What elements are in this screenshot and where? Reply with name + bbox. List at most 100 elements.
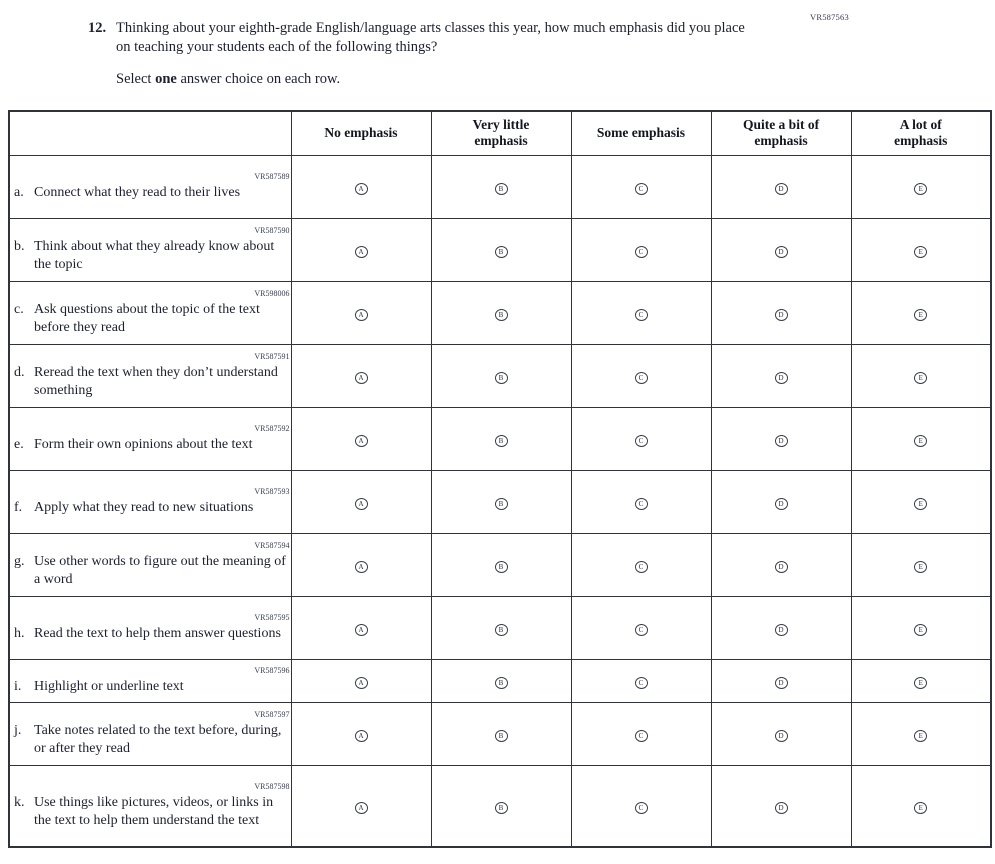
option-bubble-C[interactable]: C	[634, 435, 648, 447]
option-bubble-A[interactable]: A	[354, 624, 368, 636]
option-bubble-A[interactable]: A	[354, 309, 368, 321]
option-cell: B	[430, 658, 572, 703]
option-bubble-B[interactable]: B	[494, 624, 508, 636]
option-bubble-A[interactable]: A	[354, 802, 368, 815]
table-row: VR587597 j. Take notes related to the te…	[8, 701, 992, 766]
option-bubble-B[interactable]: B	[494, 561, 508, 573]
option-bubble-E[interactable]: E	[914, 624, 928, 636]
option-bubble-D[interactable]: D	[774, 372, 788, 384]
option-cell: B	[430, 764, 572, 848]
row-variable-code: VR587589	[254, 171, 290, 181]
option-cell: B	[430, 280, 572, 345]
option-cell: D	[710, 658, 852, 703]
option-bubble-D[interactable]: D	[774, 183, 788, 195]
row-item: g. Use other words to figure out the mea…	[10, 553, 291, 590]
option-bubble-B[interactable]: B	[494, 677, 508, 689]
option-bubble-E[interactable]: E	[914, 183, 928, 195]
option-bubble-E[interactable]: E	[914, 372, 928, 384]
option-bubble-A[interactable]: A	[354, 372, 368, 384]
option-bubble-D[interactable]: D	[774, 802, 788, 815]
option-cell: E	[850, 701, 992, 766]
table-row: VR587589 a. Connect what they read to th…	[8, 154, 992, 219]
option-bubble-C[interactable]: C	[634, 561, 648, 573]
option-bubble-B[interactable]: B	[494, 246, 508, 258]
option-bubble-A[interactable]: A	[354, 498, 368, 510]
option-cell: A	[290, 217, 432, 282]
option-bubble-C[interactable]: C	[634, 802, 648, 815]
option-bubble-C[interactable]: C	[634, 309, 648, 321]
table-row: VR587592 e. Form their own opinions abou…	[8, 406, 992, 471]
option-cell: B	[430, 343, 572, 408]
row-letter: d.	[14, 364, 25, 380]
option-bubble-D[interactable]: D	[774, 624, 788, 636]
option-cell: B	[430, 532, 572, 597]
option-bubble-C[interactable]: C	[634, 624, 648, 636]
option-cell: E	[850, 532, 992, 597]
option-cell: C	[570, 154, 712, 219]
option-bubble-D[interactable]: D	[774, 730, 788, 742]
option-cell: A	[290, 532, 432, 597]
option-bubble-A[interactable]: A	[354, 183, 368, 195]
row-label: Apply what they read to new situations	[34, 499, 254, 515]
option-cell: C	[570, 469, 712, 534]
table-row: VR598006 c. Ask questions about the topi…	[8, 280, 992, 345]
row-item: a. Connect what they read to their lives	[10, 184, 291, 203]
option-bubble-B[interactable]: B	[494, 183, 508, 195]
option-cell: D	[710, 764, 852, 848]
option-bubble-E[interactable]: E	[914, 730, 928, 742]
table-row: VR587596 i. Highlight or underline text …	[8, 658, 992, 703]
option-bubble-E[interactable]: E	[914, 561, 928, 573]
row-letter: g.	[14, 553, 25, 569]
option-bubble-C[interactable]: C	[634, 372, 648, 384]
option-bubble-B[interactable]: B	[494, 498, 508, 510]
row-letter: e.	[14, 436, 24, 452]
option-bubble-C[interactable]: C	[634, 677, 648, 689]
option-cell: E	[850, 595, 992, 660]
option-cell: B	[430, 154, 572, 219]
option-bubble-B[interactable]: B	[494, 309, 508, 321]
option-bubble-D[interactable]: D	[774, 677, 788, 689]
row-label: Form their own opinions about the text	[34, 436, 253, 452]
option-bubble-B[interactable]: B	[494, 435, 508, 447]
option-bubble-A[interactable]: A	[354, 730, 368, 742]
option-cell: A	[290, 343, 432, 408]
option-cell: C	[570, 217, 712, 282]
option-bubble-E[interactable]: E	[914, 498, 928, 510]
option-bubble-E[interactable]: E	[914, 309, 928, 321]
option-bubble-C[interactable]: C	[634, 498, 648, 510]
option-bubble-C[interactable]: C	[634, 246, 648, 258]
header-very-little-emphasis: Very little emphasis	[430, 110, 572, 156]
form-variable-code: VR587563	[810, 12, 849, 22]
table-row: VR587591 d. Reread the text when they do…	[8, 343, 992, 408]
option-bubble-A[interactable]: A	[354, 677, 368, 689]
option-bubble-D[interactable]: D	[774, 246, 788, 258]
row-item: h. Read the text to help them answer que…	[10, 625, 291, 644]
option-bubble-E[interactable]: E	[914, 802, 928, 815]
row-letter: i.	[14, 678, 22, 694]
option-bubble-E[interactable]: E	[914, 677, 928, 689]
row-item: k. Use things like pictures, videos, or …	[10, 794, 291, 831]
option-bubble-A[interactable]: A	[354, 561, 368, 573]
row-label: Reread the text when they don’t understa…	[34, 364, 278, 399]
option-bubble-D[interactable]: D	[774, 561, 788, 573]
option-bubble-D[interactable]: D	[774, 498, 788, 510]
option-bubble-B[interactable]: B	[494, 802, 508, 815]
option-bubble-A[interactable]: A	[354, 435, 368, 447]
option-bubble-E[interactable]: E	[914, 435, 928, 447]
table-row: VR587598 k. Use things like pictures, vi…	[8, 764, 992, 848]
header-a-lot-of-emphasis: A lot of emphasis	[850, 110, 992, 156]
row-variable-code: VR587590	[254, 225, 290, 235]
option-bubble-E[interactable]: E	[914, 246, 928, 258]
option-bubble-D[interactable]: D	[774, 309, 788, 321]
option-cell: A	[290, 595, 432, 660]
row-label: Ask questions about the topic of the tex…	[34, 301, 260, 336]
option-bubble-A[interactable]: A	[354, 246, 368, 258]
option-bubble-B[interactable]: B	[494, 372, 508, 384]
option-bubble-C[interactable]: C	[634, 183, 648, 195]
option-bubble-C[interactable]: C	[634, 730, 648, 742]
option-bubble-D[interactable]: D	[774, 435, 788, 447]
option-bubble-B[interactable]: B	[494, 730, 508, 742]
question-block: 12. Thinking about your eighth-grade Eng…	[88, 19, 768, 57]
table-row: VR587595 h. Read the text to help them a…	[8, 595, 992, 660]
question-number: 12.	[88, 20, 107, 36]
